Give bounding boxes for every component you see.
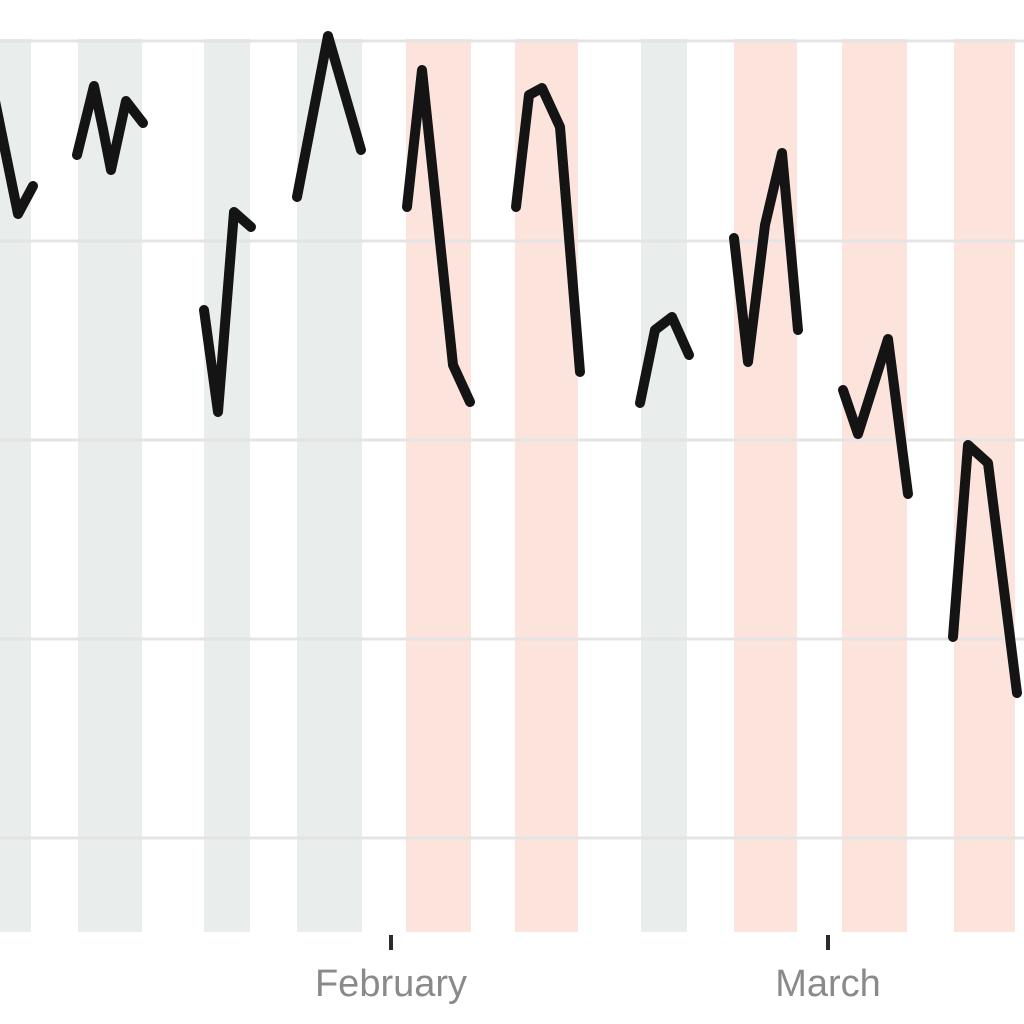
week-band-gray	[641, 39, 687, 932]
price-line-segment	[199, 207, 256, 417]
x-axis-month-label-february: February	[315, 963, 467, 1005]
x-axis-ticks	[389, 935, 830, 950]
week-band-gray	[204, 39, 250, 932]
gridlines	[0, 39, 1024, 840]
price-line-segment	[838, 334, 913, 499]
price-line-segment	[402, 65, 475, 407]
week-band-gray	[297, 39, 362, 932]
price-line-segment	[0, 100, 38, 219]
week-bands	[0, 39, 1015, 932]
week-band-gray	[78, 39, 142, 932]
price-line-segment	[511, 83, 585, 377]
x-axis-month-label-march: March	[775, 963, 881, 1005]
price-line-segments	[0, 31, 1022, 698]
price-line-segment	[292, 31, 366, 202]
price-line-segment	[72, 81, 148, 175]
week-band-pink	[842, 39, 907, 932]
price-line-segment	[948, 440, 1022, 698]
price-line-segment	[729, 148, 803, 367]
price-line-segment	[635, 312, 694, 408]
